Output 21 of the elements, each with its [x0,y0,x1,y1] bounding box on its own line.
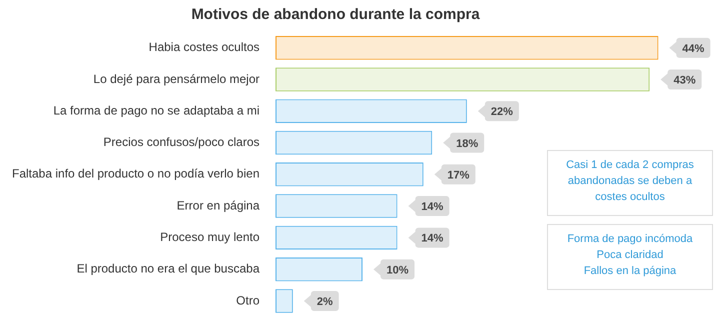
chart-title: Motivos de abandono durante la compra [191,6,480,24]
y-tick-label: Faltaba info del producto o no podía verlo bien [12,166,260,181]
y-tick-label: Otro [236,293,260,308]
data-label: 44% [682,42,705,55]
y-tick-label: La forma de pago no se adaptaba a mi [53,103,260,118]
data-label: 14% [421,201,444,214]
y-tick-label: Habia costes ocultos [148,40,260,54]
data-label: 10% [386,264,409,276]
annotation: Casi 1 de cada 2 compras abandonadas se deben a costes ocultos [547,150,713,216]
y-tick-label: Error en página [176,198,260,212]
annotation: Forma de pago incómoda Poca claridad Fallos en la página [547,224,713,290]
y-tick-label: El producto no era el que buscaba [76,262,260,276]
data-label: 17% [447,169,470,182]
data-label: 18% [456,138,478,150]
data-label: 22% [490,106,514,118]
data-label: 2% [316,296,334,308]
y-tick-label: Lo dejé para pensármelo mejor [93,72,260,86]
data-label: 14% [421,232,444,245]
y-tick-label: Precios confusos/poco claros [103,135,260,150]
data-label: 43% [674,74,696,86]
y-tick-label: Proceso muy lento [160,230,260,244]
